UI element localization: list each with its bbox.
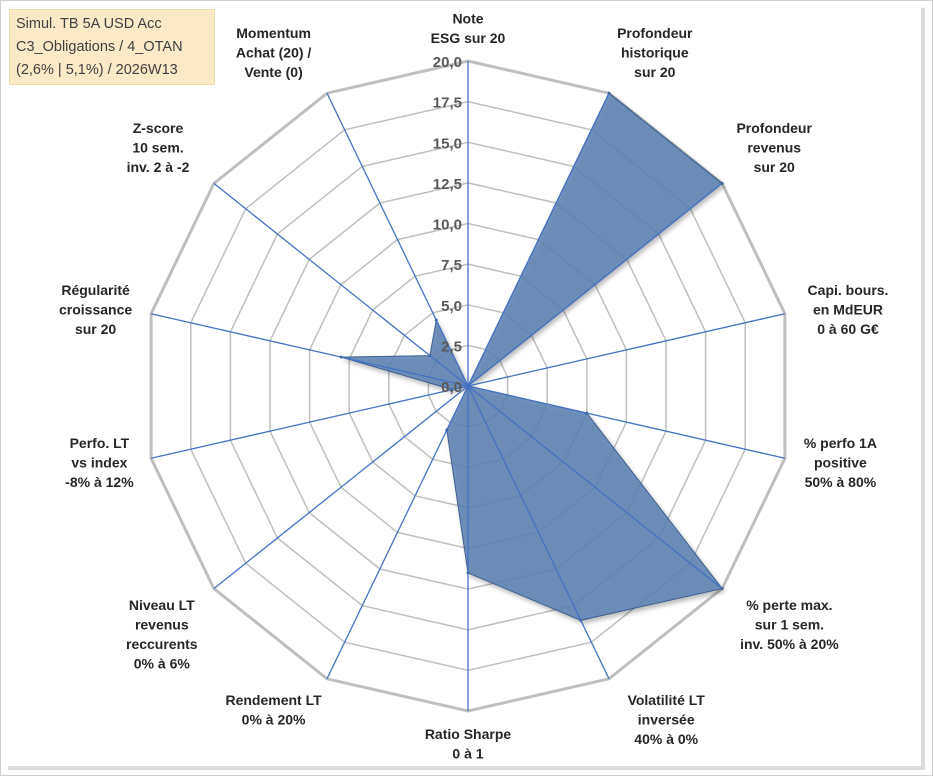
axis-spoke [326, 385, 469, 680]
axis-spoke [467, 92, 610, 387]
axis-label-line: sur 20 [634, 64, 675, 80]
axis-label: Perfo. LT vs index -8% à 12% [65, 435, 134, 490]
axis-label-line: 50% à 80% [805, 474, 877, 490]
axis-spoke [467, 182, 723, 387]
axis-spoke [150, 385, 469, 459]
axis-spoke [467, 313, 786, 387]
axis-label-line: Profondeur [617, 25, 693, 41]
axis-label-line: inv. 2 à -2 [127, 159, 190, 175]
axis-label-line: Momentum [236, 25, 311, 41]
axis-label-line: Volatilité LT [628, 692, 706, 708]
axis-label-line: 0% à 20% [242, 712, 306, 728]
axis-label-line: sur 20 [754, 159, 795, 175]
axis-label-line: Régularité [61, 282, 130, 298]
tick-label: 2,5 [441, 338, 462, 355]
axis-label: Volatilité LT inversée 40% à 0% [628, 692, 706, 747]
frame-shadow-right [921, 8, 925, 766]
tick-label: 5,0 [441, 298, 462, 315]
axis-label-line: Note [452, 11, 483, 27]
axis-label-line: -8% à 12% [65, 474, 134, 490]
axis-label-line: revenus [747, 140, 801, 156]
axis-label-line: Ratio Sharpe [425, 726, 512, 742]
axis-label-line: 0 à 1 [452, 746, 483, 762]
axis-label-line: Capi. bours. [808, 282, 889, 298]
axis-label-line: croissance [59, 302, 132, 318]
axis-label-line: Z-score [133, 120, 184, 136]
axis-label-line: positive [814, 454, 867, 470]
axis-label-line: Achat (20) / [236, 45, 312, 61]
axis-spoke [213, 182, 469, 387]
axis-label: Régularité croissance sur 20 [59, 282, 132, 337]
axis-label-line: % perte max. [746, 597, 832, 613]
axis-spoke [467, 385, 786, 459]
axis-label: Niveau LT revenus reccurents 0% à 6% [126, 597, 198, 672]
axis-label-line: Rendement LT [225, 692, 322, 708]
axis-label-line: en MdEUR [813, 302, 883, 318]
axis-label-line: Niveau LT [129, 597, 195, 613]
radar-tick-labels: 0,0 2,5 5,0 7,5 10,0 12,5 15,0 17,5 20,0 [433, 54, 462, 396]
chart-title-box: Simul. TB 5A USD Acc C3_Obligations / 4_… [9, 9, 215, 85]
axis-label-line: historique [621, 45, 689, 61]
axis-label-line: 10 sem. [132, 140, 183, 156]
axis-spoke [326, 92, 469, 387]
axis-label-line: % perfo 1A [804, 435, 877, 451]
axis-label: Momentum Achat (20) / Vente (0) [236, 25, 312, 80]
frame-shadow-bottom [8, 766, 925, 770]
axis-label: Note ESG sur 20 [431, 11, 506, 47]
axis-label: Profondeur revenus sur 20 [736, 120, 812, 175]
axis-label: Ratio Sharpe 0 à 1 [425, 726, 512, 762]
axis-label-line: 0 à 60 G€ [817, 321, 879, 337]
axis-label: Profondeur historique sur 20 [617, 25, 693, 80]
radar-axis-labels: Note ESG sur 20 Profondeur historique sur 20… [59, 11, 888, 762]
axis-label-line: 40% à 0% [634, 731, 698, 747]
axis-label-line: Perfo. LT [70, 435, 130, 451]
tick-label: 15,0 [433, 135, 462, 152]
axis-label: Capi. bours. en MdEUR 0 à 60 G€ [808, 282, 889, 337]
axis-label: Z-score 10 sem. inv. 2 à -2 [127, 120, 190, 175]
axis-label-line: sur 20 [75, 321, 116, 337]
title-line: Simul. TB 5A USD Acc [16, 16, 162, 32]
axis-spoke [213, 385, 469, 590]
axis-label: % perfo 1A positive 50% à 80% [804, 435, 877, 490]
tick-label: 7,5 [441, 257, 462, 274]
axis-label-line: vs index [71, 454, 127, 470]
title-line: C3_Obligations / 4_OTAN [16, 39, 183, 55]
axis-spoke [467, 385, 610, 680]
axis-label-line: revenus [135, 616, 189, 632]
axis-spoke [467, 385, 723, 590]
axis-label-line: 0% à 6% [134, 655, 191, 671]
axis-label-line: Vente (0) [244, 64, 302, 80]
axis-label-line: Profondeur [736, 120, 812, 136]
axis-label-line: reccurents [126, 636, 198, 652]
axis-label: % perte max. sur 1 sem. inv. 50% à 20% [740, 597, 839, 652]
axis-label-line: ESG sur 20 [431, 30, 506, 46]
axis-label: Rendement LT 0% à 20% [225, 692, 322, 728]
title-line: (2,6% | 5,1%) / 2026W13 [16, 62, 178, 78]
tick-label: 17,5 [433, 95, 462, 112]
axis-label-line: sur 1 sem. [755, 616, 824, 632]
axis-label-line: inv. 50% à 20% [740, 636, 839, 652]
tick-label: 0,0 [441, 379, 462, 396]
tick-label: 12,5 [433, 176, 462, 193]
series-area [341, 92, 723, 621]
tick-label: 20,0 [433, 54, 462, 71]
axis-spoke [150, 313, 469, 387]
tick-label: 10,0 [433, 217, 462, 234]
axis-label-line: inversée [638, 712, 695, 728]
radar-spokes [150, 61, 786, 711]
